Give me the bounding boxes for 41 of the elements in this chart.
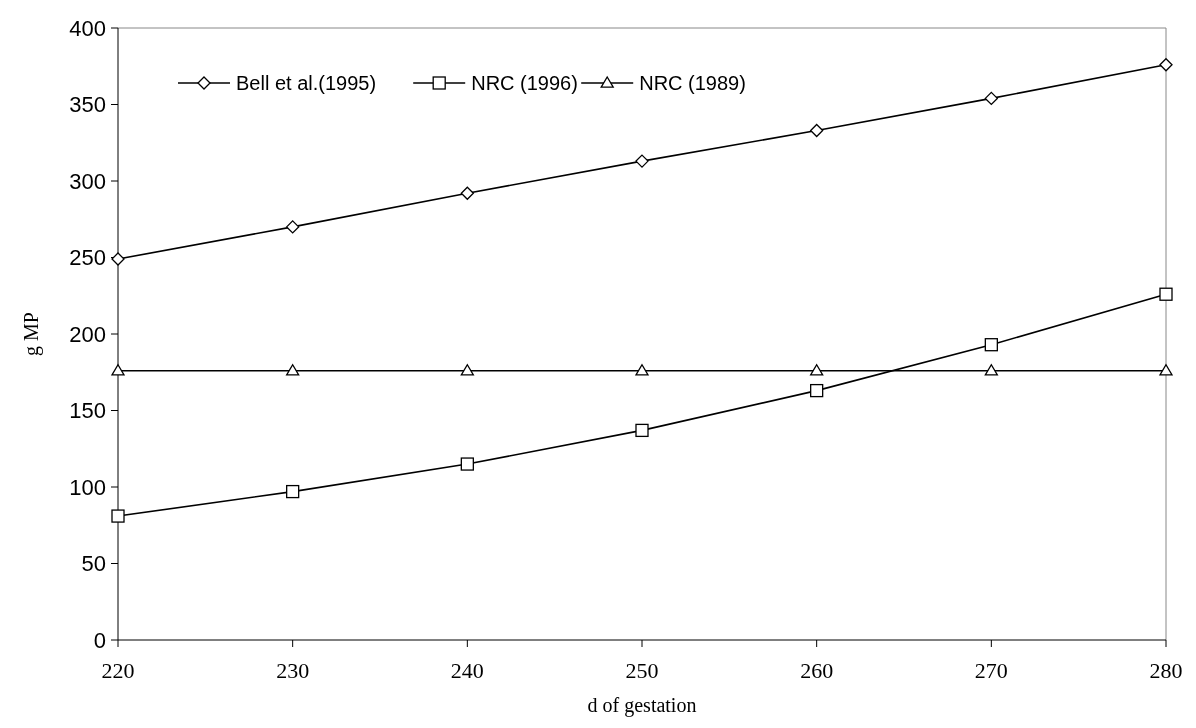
- point: [1159, 287, 1173, 301]
- point: [1159, 364, 1173, 376]
- y-tick-label: 100: [69, 474, 106, 500]
- x-tick-label: 270: [974, 658, 1008, 683]
- point: [635, 423, 649, 438]
- point: [111, 509, 125, 523]
- point: [984, 338, 998, 352]
- point: [286, 484, 300, 499]
- y-tick-label: 250: [69, 245, 106, 271]
- x-tick-label: 230: [276, 658, 310, 683]
- x-tick-label: 280: [1149, 658, 1183, 683]
- legend-label: NRC (1989): [639, 72, 746, 94]
- point: [810, 364, 824, 376]
- y-tick-label: 350: [69, 92, 106, 118]
- point: [286, 364, 300, 376]
- legend-label: Bell et al.(1995): [236, 72, 377, 94]
- x-tick-label: 250: [625, 658, 659, 683]
- point: [984, 364, 998, 376]
- x-tick-label: 240: [450, 658, 484, 683]
- y-tick-label: 50: [81, 551, 106, 577]
- x-tick-label: 220: [101, 658, 135, 683]
- point: [984, 91, 998, 106]
- point: [460, 457, 474, 471]
- y-tick-label: 0: [93, 627, 106, 653]
- y-tick-label: 400: [69, 15, 106, 41]
- point: [635, 364, 649, 376]
- point: [286, 220, 300, 234]
- y-tick-label: 200: [69, 321, 106, 347]
- y-tick-label: 300: [69, 168, 106, 194]
- legend-label: NRC (1996): [471, 72, 578, 94]
- x-tick-label: 260: [800, 658, 834, 683]
- y-tick-label: 150: [69, 398, 106, 424]
- point: [635, 154, 649, 168]
- point: [810, 383, 824, 398]
- point: [460, 364, 474, 376]
- x-axis-title: d of gestation: [587, 694, 697, 717]
- point: [810, 123, 824, 138]
- point: [1159, 58, 1173, 72]
- point: [460, 186, 474, 200]
- point: [111, 364, 125, 376]
- y-axis-title: g MP: [20, 312, 43, 356]
